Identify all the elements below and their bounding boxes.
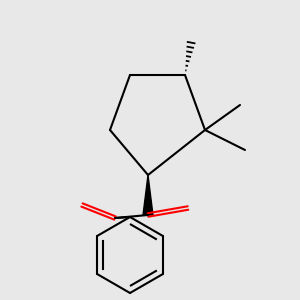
Polygon shape bbox=[143, 175, 153, 215]
